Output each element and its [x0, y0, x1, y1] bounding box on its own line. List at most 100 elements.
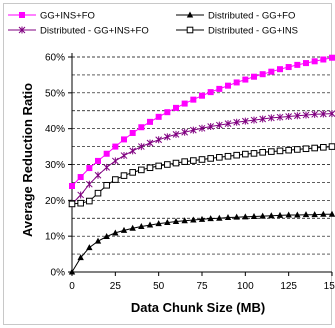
- data-point: [268, 212, 275, 219]
- data-point: [77, 191, 85, 199]
- data-point: [112, 176, 119, 183]
- legend-label: Distributed - GG+FO: [208, 11, 295, 22]
- data-point: [242, 213, 249, 220]
- data-point: [302, 211, 310, 218]
- data-point: [190, 216, 197, 223]
- data-point: [311, 144, 318, 152]
- data-point: [112, 229, 119, 236]
- data-point: [198, 124, 206, 132]
- data-point: [85, 180, 93, 188]
- data-point: [129, 129, 136, 136]
- data-point: [328, 210, 335, 217]
- data-point: [267, 114, 275, 122]
- data-point: [207, 155, 214, 162]
- data-point: [224, 152, 232, 160]
- data-point: [268, 68, 275, 75]
- legend-marker: [186, 11, 194, 18]
- data-point: [173, 104, 179, 111]
- data-point: [103, 181, 110, 189]
- x-tick-label: 150: [324, 281, 335, 292]
- data-point: [164, 109, 171, 116]
- data-point: [94, 237, 102, 244]
- data-point: [137, 143, 145, 151]
- data-point: [303, 60, 309, 67]
- legend-marker: [19, 12, 25, 18]
- x-tick-labels: 0 25 50 75 100 125 150: [69, 281, 335, 292]
- data-point: [86, 197, 93, 205]
- data-point: [164, 161, 171, 168]
- series-distributed-gg-fo: [68, 210, 335, 275]
- y-tick-label: 20%: [45, 196, 65, 207]
- data-point: [285, 211, 292, 218]
- data-point: [77, 199, 84, 207]
- data-point: [320, 210, 327, 217]
- series-line-gg-ins-fo: [71, 57, 333, 187]
- data-point: [224, 214, 232, 221]
- x-tick-label: 25: [110, 281, 122, 292]
- data-point: [233, 213, 240, 220]
- data-point: [319, 110, 327, 118]
- grid-lines: [72, 56, 332, 255]
- data-point: [68, 200, 76, 208]
- axes: [68, 53, 333, 276]
- data-point: [172, 217, 180, 224]
- legend: GG+INS+FO Distributed - GG+FO Distributed …: [8, 11, 298, 37]
- data-point: [285, 146, 292, 154]
- data-point: [251, 73, 257, 80]
- data-point: [68, 268, 76, 275]
- y-tick-label: 50%: [45, 88, 65, 99]
- data-point: [276, 147, 284, 155]
- data-point: [276, 211, 284, 218]
- data-point: [181, 158, 188, 165]
- data-point: [207, 215, 214, 222]
- x-tick-label: 125: [280, 281, 297, 292]
- data-point: [172, 130, 180, 138]
- data-point: [77, 254, 84, 261]
- data-point: [181, 128, 189, 136]
- data-point: [198, 156, 206, 163]
- series-distributed-gg-ins: [68, 143, 335, 208]
- data-point: [311, 110, 319, 118]
- data-point: [259, 71, 266, 78]
- data-point: [155, 162, 162, 170]
- legend-label: GG+INS+FO: [40, 11, 95, 22]
- y-tick-label: 0%: [51, 268, 66, 279]
- data-point: [129, 147, 137, 155]
- data-point: [189, 126, 197, 134]
- legend-marker: [18, 26, 26, 34]
- x-tick-label: 50: [153, 281, 165, 292]
- data-point: [294, 61, 301, 68]
- x-tick-label: 100: [237, 281, 254, 292]
- data-point: [129, 224, 136, 231]
- data-point: [216, 214, 223, 221]
- data-point: [112, 143, 119, 150]
- data-point: [328, 143, 335, 150]
- data-point: [155, 113, 162, 120]
- data-point: [294, 146, 301, 153]
- data-series: [68, 54, 335, 275]
- data-point: [259, 212, 266, 219]
- y-tick-label: 60%: [45, 53, 65, 64]
- data-point: [190, 96, 197, 103]
- data-point: [207, 123, 215, 131]
- data-point: [198, 215, 206, 222]
- data-point: [216, 85, 223, 92]
- data-point: [129, 169, 136, 176]
- data-point: [225, 82, 231, 89]
- data-point: [207, 89, 214, 96]
- data-point: [250, 212, 258, 219]
- data-point: [242, 76, 249, 83]
- data-point: [277, 66, 283, 73]
- data-point: [181, 100, 188, 107]
- data-point: [328, 110, 335, 118]
- data-point: [302, 145, 310, 153]
- data-point: [164, 219, 171, 226]
- data-point: [268, 148, 275, 155]
- legend-label: Distributed - GG+INS: [208, 26, 298, 37]
- data-point: [69, 183, 75, 189]
- data-point: [190, 157, 197, 164]
- data-point: [86, 244, 93, 251]
- data-point: [111, 157, 119, 165]
- data-point: [311, 211, 318, 218]
